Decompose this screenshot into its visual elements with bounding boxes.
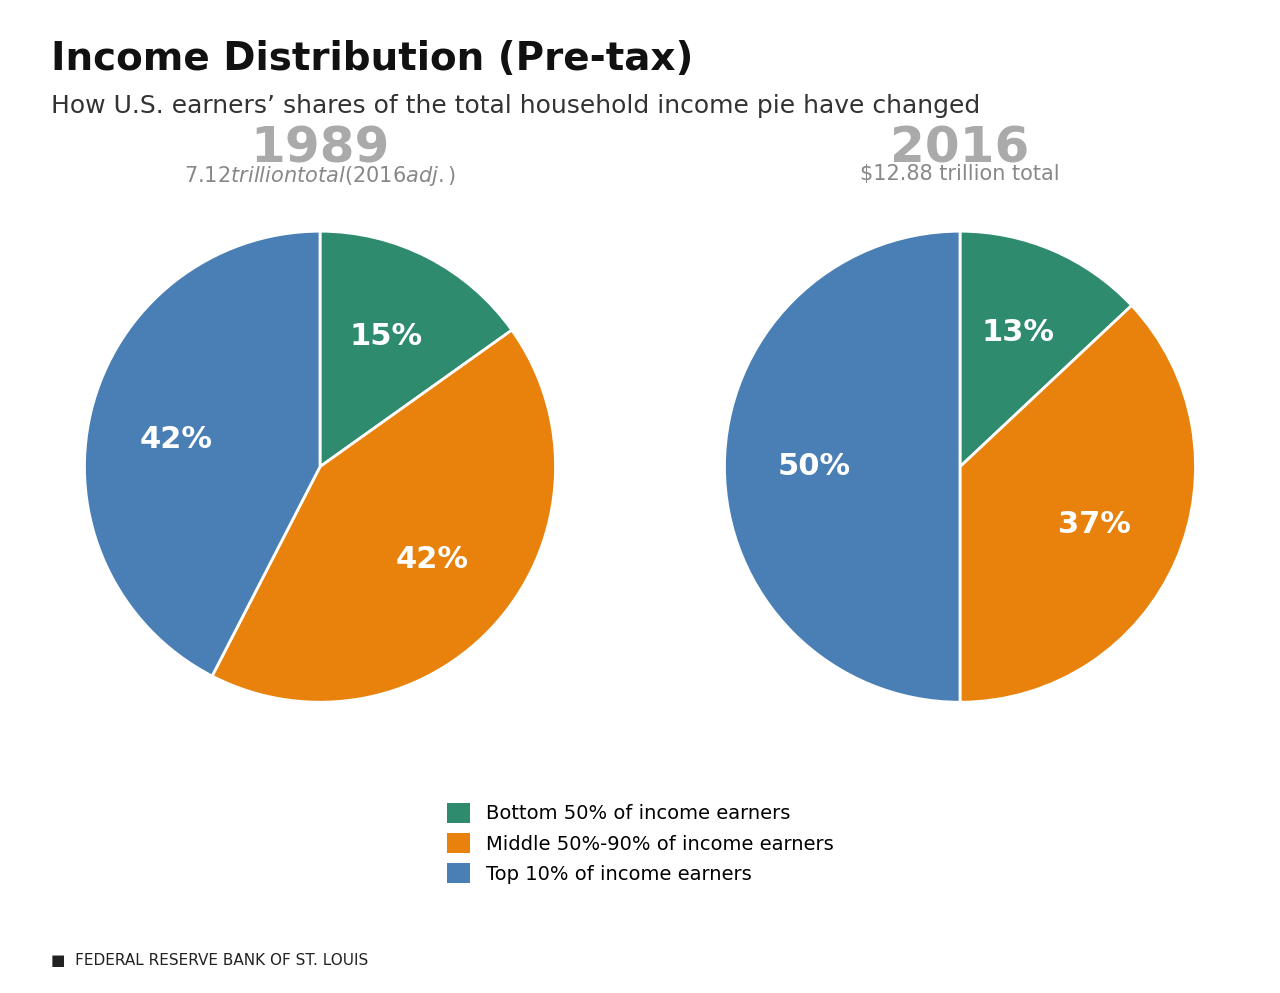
Wedge shape bbox=[960, 231, 1132, 467]
Text: How U.S. earners’ shares of the total household income pie have changed: How U.S. earners’ shares of the total ho… bbox=[51, 94, 980, 118]
Text: 2016: 2016 bbox=[891, 124, 1029, 172]
Text: 50%: 50% bbox=[777, 452, 850, 482]
Text: Income Distribution (Pre-tax): Income Distribution (Pre-tax) bbox=[51, 40, 694, 77]
Wedge shape bbox=[84, 231, 320, 676]
Wedge shape bbox=[960, 306, 1196, 702]
Wedge shape bbox=[212, 330, 556, 702]
Text: $7.12 trillion total (2016 adj. $): $7.12 trillion total (2016 adj. $) bbox=[184, 164, 456, 188]
Wedge shape bbox=[320, 231, 512, 467]
Text: 1989: 1989 bbox=[251, 124, 389, 172]
Text: $12.88 trillion total: $12.88 trillion total bbox=[860, 164, 1060, 184]
Legend: Bottom 50% of income earners, Middle 50%-90% of income earners, Top 10% of incom: Bottom 50% of income earners, Middle 50%… bbox=[447, 803, 833, 884]
Text: ■  FEDERAL RESERVE BANK OF ST. LOUIS: ■ FEDERAL RESERVE BANK OF ST. LOUIS bbox=[51, 953, 369, 968]
Text: 37%: 37% bbox=[1057, 510, 1130, 539]
Text: 13%: 13% bbox=[982, 318, 1055, 348]
Wedge shape bbox=[724, 231, 960, 702]
Text: 42%: 42% bbox=[140, 425, 212, 454]
Text: 42%: 42% bbox=[396, 545, 468, 574]
Text: 15%: 15% bbox=[349, 322, 422, 352]
